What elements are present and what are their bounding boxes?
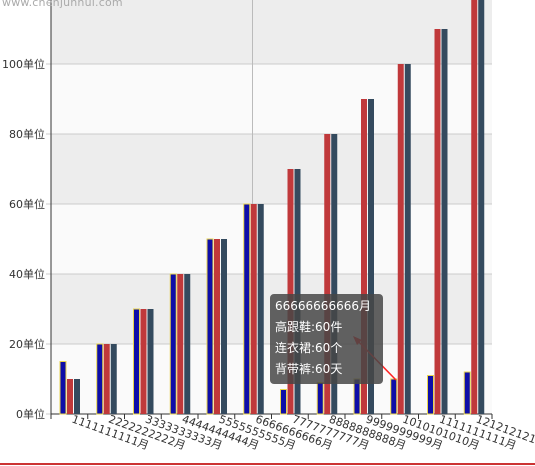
bar-3 [294,169,301,414]
bar-1 [206,238,214,415]
bar-3 [404,64,411,414]
bar-3 [478,0,485,414]
bar-1 [280,389,287,415]
bar-3 [368,99,374,414]
y-tick-label: 0单位 [16,407,45,421]
plot-band [51,134,492,204]
bar-3 [441,29,448,414]
bar-2 [434,29,441,414]
bar-1 [390,378,398,415]
bar-2 [324,134,331,414]
bar-2 [250,204,257,414]
bar-1 [59,361,67,415]
bar-2 [471,0,478,414]
bottom-border [0,463,535,465]
plot-band [51,0,492,64]
bar-3 [147,309,154,414]
bar-3 [221,239,227,414]
bar-3 [257,204,264,414]
bar-3 [331,134,338,414]
y-tick-label: 60单位 [9,197,45,211]
bar-3 [110,344,117,414]
plot-band [51,64,492,134]
bar-2 [287,169,294,414]
bar-1 [96,343,104,415]
bar-3 [74,379,80,414]
y-tick-label: 40单位 [9,267,45,281]
tooltip-line-overalls: 背带裤:60天 [275,362,343,376]
y-tick-label: 100单位 [2,57,45,71]
bar-2 [67,379,73,414]
bar-1 [133,308,140,415]
y-tick-label: 80单位 [9,127,45,141]
bar-1 [243,203,251,415]
bar-1 [463,371,471,415]
y-tick-label: 20单位 [9,337,45,351]
tooltip-line-shoes: 高跟鞋:60件 [275,320,343,334]
bar-1 [316,382,324,415]
bar-3 [184,274,191,414]
bar-2 [140,309,147,414]
watermark-text: www.chenjunhui.com [2,0,123,9]
bar-2 [214,239,220,414]
bar-1 [169,273,177,415]
bar-1 [427,375,434,415]
bar-2 [177,274,184,414]
tooltip-title: 66666666666月 [275,299,371,313]
bar-2 [103,344,110,414]
bar-1 [353,378,361,415]
chart-tooltip: 66666666666月 高跟鞋:60件 连衣裙:60个 背带裤:60天 [270,294,383,384]
tooltip-line-dress: 连衣裙:60个 [275,341,343,355]
bar-2 [361,99,367,414]
bar-2 [397,64,404,414]
plot-band [51,204,492,274]
